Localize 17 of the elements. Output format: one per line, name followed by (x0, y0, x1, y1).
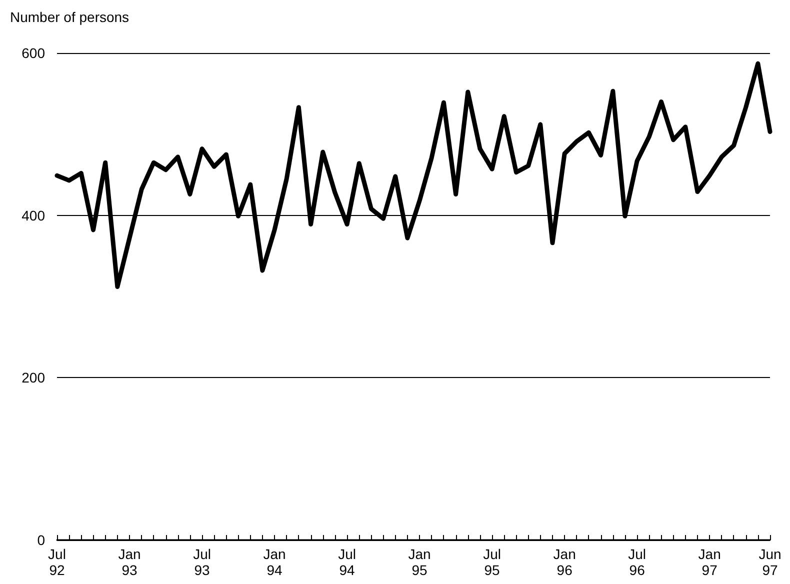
x-tick-label: Jan 95 (408, 546, 431, 578)
x-tick-label: Jul 94 (338, 546, 356, 578)
x-tick-label: Jul 93 (193, 546, 211, 578)
y-tick-label: 600 (22, 45, 46, 61)
line-series (54, 61, 772, 290)
x-tick-label: Jul 92 (48, 546, 66, 578)
x-tick-label: Jan 93 (118, 546, 141, 578)
y-tick-label: 0 (37, 532, 46, 548)
x-tick-label: Jun 97 (758, 546, 782, 578)
x-tick-label: Jan 94 (263, 546, 286, 578)
x-tick-label: Jul 95 (483, 546, 502, 578)
x-tick-label: Jul 96 (628, 546, 646, 578)
y-tick-label: 400 (22, 207, 46, 224)
x-tick-label: Jan 96 (553, 546, 576, 578)
x-tick-label: Jan 97 (698, 546, 721, 578)
y-tick-label: 200 (22, 370, 46, 386)
y-axis-title: Number of persons (10, 9, 130, 25)
